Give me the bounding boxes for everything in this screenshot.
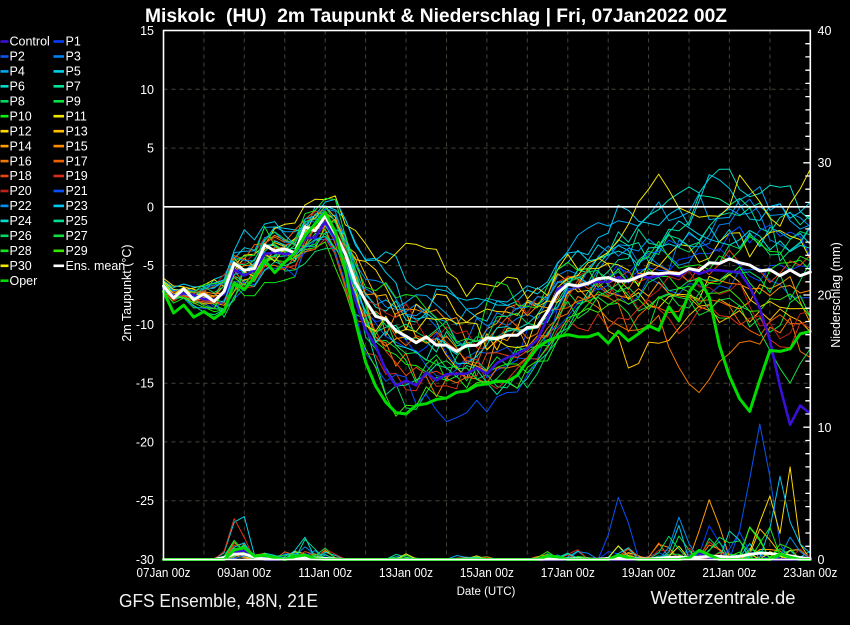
svg-text:-15: -15 <box>136 377 154 391</box>
svg-text:P1: P1 <box>66 35 81 49</box>
svg-text:P24: P24 <box>10 214 32 228</box>
svg-text:P10: P10 <box>10 110 32 124</box>
svg-text:Date (UTC): Date (UTC) <box>457 586 516 598</box>
svg-text:P28: P28 <box>10 244 32 258</box>
svg-text:P25: P25 <box>66 214 88 228</box>
svg-text:30: 30 <box>818 156 832 170</box>
svg-text:-5: -5 <box>143 259 154 273</box>
svg-text:P15: P15 <box>66 139 88 153</box>
svg-text:P30: P30 <box>10 259 32 273</box>
svg-text:P20: P20 <box>10 184 32 198</box>
svg-text:20: 20 <box>818 289 832 303</box>
svg-text:23Jan 00z: 23Jan 00z <box>783 566 837 580</box>
svg-text:40: 40 <box>818 24 832 38</box>
svg-text:P8: P8 <box>10 95 25 109</box>
svg-text:09Jan 00z: 09Jan 00z <box>217 566 271 580</box>
svg-text:P5: P5 <box>66 65 81 79</box>
svg-text:P27: P27 <box>66 229 88 243</box>
svg-text:P22: P22 <box>10 199 32 213</box>
svg-text:0: 0 <box>818 553 825 567</box>
svg-text:0: 0 <box>147 200 154 214</box>
svg-text:10: 10 <box>140 83 154 97</box>
svg-text:13Jan 00z: 13Jan 00z <box>379 566 433 580</box>
svg-text:P18: P18 <box>10 169 32 183</box>
svg-text:-25: -25 <box>136 494 154 508</box>
svg-text:P26: P26 <box>10 229 32 243</box>
svg-text:P19: P19 <box>66 169 88 183</box>
svg-text:-30: -30 <box>136 553 154 567</box>
svg-text:2m Taupunkt (°C): 2m Taupunkt (°C) <box>120 244 134 341</box>
svg-text:P11: P11 <box>66 110 87 124</box>
svg-text:Wetterzentrale.de: Wetterzentrale.de <box>651 588 796 608</box>
svg-text:Control: Control <box>10 35 50 49</box>
svg-text:21Jan 00z: 21Jan 00z <box>702 566 756 580</box>
svg-text:P7: P7 <box>66 80 81 94</box>
svg-text:P6: P6 <box>10 80 25 94</box>
svg-text:10: 10 <box>818 421 832 435</box>
svg-text:P17: P17 <box>66 154 88 168</box>
svg-text:P2: P2 <box>10 50 25 64</box>
svg-text:Niederschlag (mm): Niederschlag (mm) <box>829 242 843 348</box>
svg-text:15Jan 00z: 15Jan 00z <box>460 566 514 580</box>
svg-text:5: 5 <box>147 142 154 156</box>
svg-text:-10: -10 <box>136 318 154 332</box>
svg-text:P13: P13 <box>66 124 88 138</box>
svg-text:P3: P3 <box>66 50 81 64</box>
svg-text:15: 15 <box>140 24 154 38</box>
svg-text:P14: P14 <box>10 139 32 153</box>
svg-text:P21: P21 <box>66 184 88 198</box>
svg-text:GFS Ensemble, 48N, 21E: GFS Ensemble, 48N, 21E <box>119 591 318 611</box>
svg-text:P9: P9 <box>66 95 81 109</box>
svg-text:P4: P4 <box>10 65 25 79</box>
svg-text:Oper: Oper <box>10 274 38 288</box>
svg-text:Miskolc (HU) 2m Taupunkt & N: Miskolc (HU) 2m Taupunkt & Niederschlag … <box>145 6 727 27</box>
svg-text:P16: P16 <box>10 154 32 168</box>
svg-text:P12: P12 <box>10 124 32 138</box>
svg-text:19Jan 00z: 19Jan 00z <box>622 566 676 580</box>
svg-text:-20: -20 <box>136 435 154 449</box>
svg-text:Ens. mean: Ens. mean <box>66 259 126 273</box>
svg-text:P23: P23 <box>66 199 88 213</box>
svg-text:11Jan 00z: 11Jan 00z <box>298 566 352 580</box>
svg-text:07Jan 00z: 07Jan 00z <box>137 566 191 580</box>
svg-text:P29: P29 <box>66 244 88 258</box>
svg-text:17Jan 00z: 17Jan 00z <box>541 566 595 580</box>
